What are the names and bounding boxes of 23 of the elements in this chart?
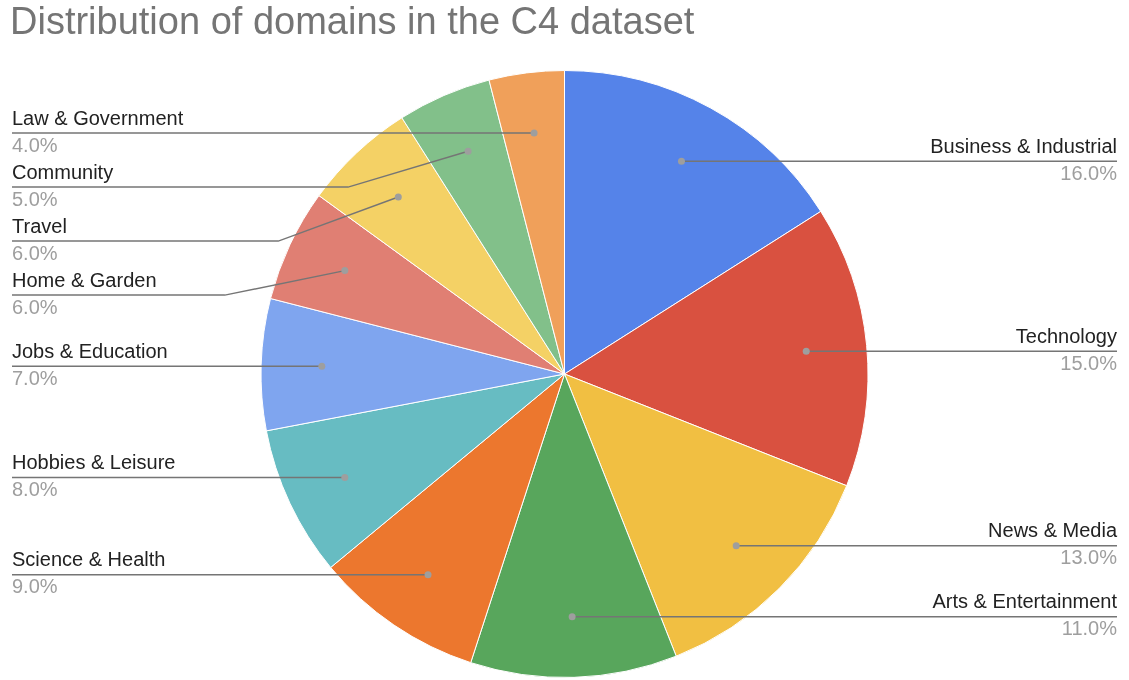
slice-label: News & Media — [988, 519, 1118, 542]
data-label: 13.0% — [1060, 546, 1118, 569]
data-label: 4.0% — [12, 133, 58, 156]
slice-label: Home & Garden — [12, 268, 157, 291]
slice-label: Technology — [1015, 324, 1117, 347]
data-label: 5.0% — [12, 187, 58, 210]
data-label: 16.0% — [1060, 161, 1118, 184]
slice-label: Law & Government — [12, 106, 184, 129]
slice-label: Jobs & Education — [12, 339, 168, 362]
data-label: 15.0% — [1060, 351, 1118, 374]
slice-label: Business & Industrial — [930, 134, 1117, 157]
data-label: 9.0% — [12, 575, 58, 598]
slice-label: Arts & Entertainment — [932, 590, 1118, 613]
data-label: 6.0% — [12, 295, 58, 318]
data-label: 8.0% — [12, 477, 58, 500]
data-label: 11.0% — [1061, 617, 1118, 640]
slice-label: Hobbies & Leisure — [12, 450, 176, 473]
data-label: 6.0% — [12, 241, 58, 264]
slice-label: Community — [12, 160, 114, 183]
chart-title: Distribution of domains in the C4 dataset — [10, 0, 695, 43]
slice-label: Science & Health — [12, 548, 166, 571]
slice-label: Travel — [12, 214, 67, 237]
data-label: 7.0% — [12, 366, 58, 389]
